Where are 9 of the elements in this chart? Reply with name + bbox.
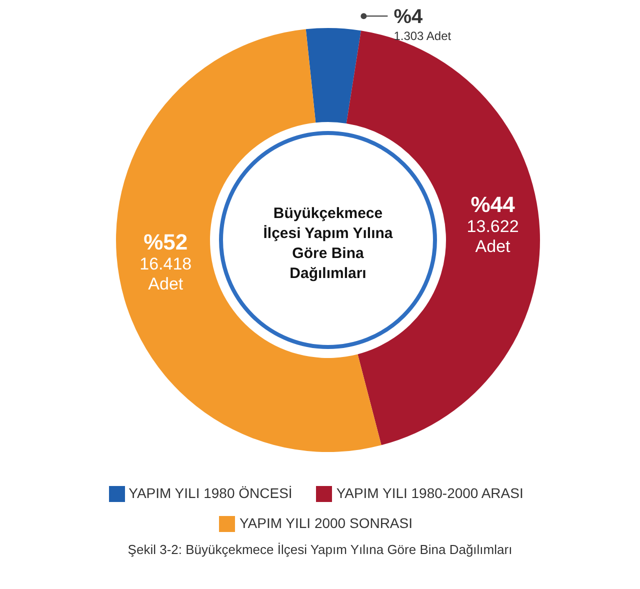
donut-slice — [306, 28, 362, 124]
text: Büyükçekmece İlçesi Yapım Yılına Göre Bina Dağılımları — [262, 204, 394, 284]
legend-label: YAPIM YILI 1980-2000 ARASI — [336, 485, 524, 501]
data-label: %52 16.418 Adet — [140, 229, 192, 294]
data-label: %44 13.622 Adet — [466, 192, 519, 256]
legend-label: YAPIM YILI 2000 SONRASI — [239, 515, 412, 531]
legend-label: YAPIM YILI 1980 ÖNCESİ — [128, 485, 292, 501]
text: Şekil 3-2: Büyükçekmece İlçesi Yapım Yılına Göre Bina Dağılımları — [126, 542, 514, 557]
data-label: %4 1.303 Adet — [394, 6, 452, 44]
